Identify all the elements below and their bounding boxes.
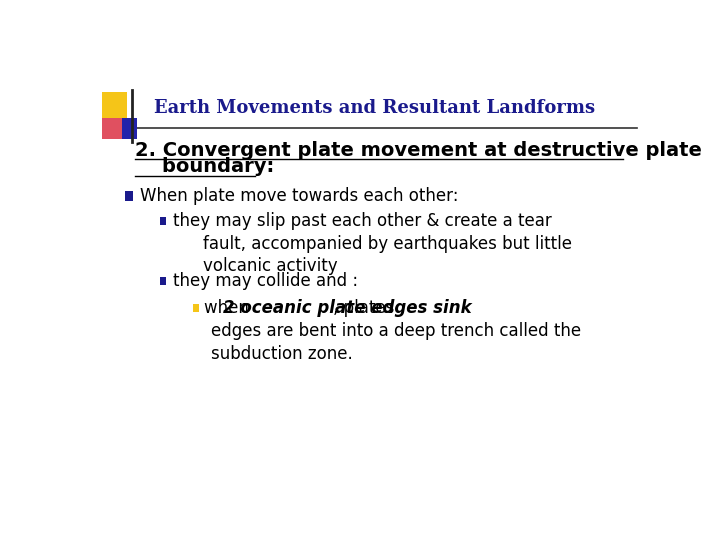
FancyBboxPatch shape <box>102 118 127 139</box>
FancyBboxPatch shape <box>160 217 166 225</box>
Text: edges are bent into a deep trench called the: edges are bent into a deep trench called… <box>211 322 581 340</box>
FancyBboxPatch shape <box>125 191 133 201</box>
FancyBboxPatch shape <box>193 305 199 312</box>
Text: boundary:: boundary: <box>135 157 274 176</box>
FancyBboxPatch shape <box>160 277 166 285</box>
Text: when: when <box>204 299 254 317</box>
Text: they may slip past each other & create a tear: they may slip past each other & create a… <box>173 212 552 230</box>
Text: 2 oceanic plate edges sink: 2 oceanic plate edges sink <box>222 299 472 317</box>
FancyBboxPatch shape <box>122 118 138 139</box>
Text: When plate move towards each other:: When plate move towards each other: <box>140 187 459 205</box>
Text: Earth Movements and Resultant Landforms: Earth Movements and Resultant Landforms <box>154 99 595 118</box>
Text: , plates: , plates <box>333 299 395 317</box>
FancyBboxPatch shape <box>102 92 127 118</box>
Text: 2. Convergent plate movement at destructive plate: 2. Convergent plate movement at destruct… <box>135 140 701 159</box>
Text: fault, accompanied by earthquakes but little: fault, accompanied by earthquakes but li… <box>203 234 572 253</box>
Text: volcanic activity: volcanic activity <box>203 258 338 275</box>
Text: they may collide and :: they may collide and : <box>173 272 358 290</box>
Text: subduction zone.: subduction zone. <box>211 345 353 363</box>
